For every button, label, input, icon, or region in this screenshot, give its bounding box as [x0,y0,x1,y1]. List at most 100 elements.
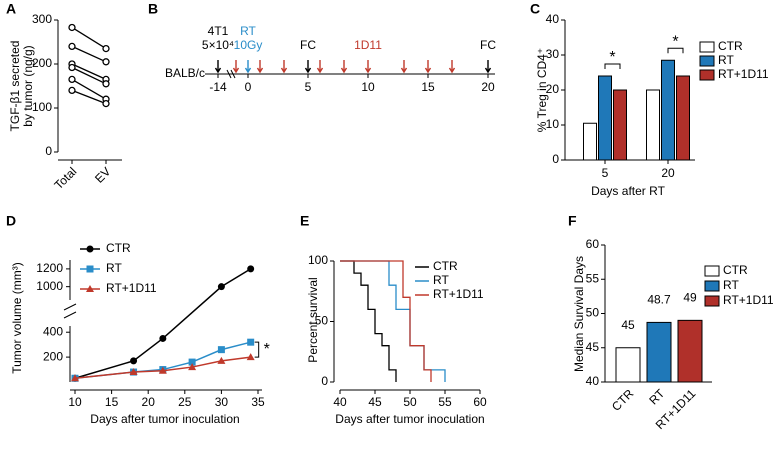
marker [247,265,255,273]
pair-line [71,78,107,100]
event-label: RT [240,24,256,38]
legend-label: CTR [718,39,743,53]
x-axis-label: Days after tumor inoculation [90,412,239,426]
survival-curve [340,260,432,382]
event-arrow [256,60,264,74]
point [102,99,110,108]
axis-break [63,303,77,311]
marker [86,285,94,292]
timeline-tick-label: 5 [305,80,312,94]
event-arrow [364,60,372,74]
y-tick-label: 200 [43,349,63,363]
value-label: 45 [621,318,635,332]
significance: * [264,341,270,358]
x-tick-label: 50 [403,395,417,409]
x-tick-label: 45 [368,395,382,409]
marker [217,283,225,291]
y-tick-label: 100 [308,253,328,267]
legend-swatch [704,265,720,277]
x-tick-label: EV [92,164,113,185]
y-tick-label: 0 [552,152,559,166]
survival-curve [340,260,446,382]
y-tick-label: 50 [315,314,329,328]
legend-label: RT [723,278,739,292]
legend-swatch [704,280,720,292]
marker [129,368,138,376]
timeline-tick-label: 15 [421,80,435,94]
panel-letter: C [530,1,540,17]
bar [615,347,641,383]
value-label: 48.7 [647,293,671,307]
point [102,80,110,88]
legend-swatch [699,69,715,81]
point [68,23,76,32]
pair-line [71,26,107,50]
event-arrow [244,60,252,74]
bar [676,75,690,161]
x-tick-label: 35 [251,395,265,409]
point [68,42,76,51]
panel-letter: F [568,213,577,229]
value-label: 49 [683,291,697,305]
significance: * [672,33,678,50]
event-arrow [214,60,222,74]
marker [188,363,197,371]
significance-bracket [604,63,621,69]
pair-line [71,63,107,80]
legend-label: RT [718,53,734,67]
bar [646,89,660,161]
x-axis-label: Days after tumor inoculation [335,412,484,426]
marker [86,265,94,273]
marker [158,366,167,374]
marker [86,245,94,253]
y-tick-label: 0 [321,374,328,388]
y-tick-label: 1200 [36,261,63,275]
x-tick-label: Total [52,164,80,192]
panel-letter: A [6,1,16,17]
timeline-tick-label: -14 [209,80,227,94]
event-arrow [316,60,324,74]
marker [188,358,196,366]
y-axis-label: Median Survival Days [572,256,586,372]
point [68,75,76,84]
event-arrow [340,60,348,74]
event-arrow [400,60,408,74]
point [102,58,110,66]
legend-swatch [699,55,715,67]
y-axis-label: % Treg in CD4⁺ [535,48,549,132]
event-label: 5×10⁴ [202,38,234,52]
panel-letter: B [148,1,158,17]
marker [217,346,225,354]
y-tick-label: 50 [586,306,600,320]
event-label: FC [300,38,316,52]
timeline-tick-label: 10 [361,80,375,94]
x-tick-label: 30 [215,395,229,409]
y-tick-label: 45 [586,340,600,354]
y-tick-label: 100 [32,100,52,114]
legend-label: RT+1D11 [433,287,484,301]
event-arrow [484,60,492,74]
y-tick-label: 40 [586,374,600,388]
x-tick-label: 10 [68,395,82,409]
legend-label: RT+1D11 [718,67,769,81]
marker [246,353,255,361]
legend-label: RT [433,273,449,287]
y-tick-label: 1000 [36,279,63,293]
y-tick-label: 30 [546,47,560,61]
x-tick-label: 60 [473,395,487,409]
event-label: 1D11 [354,38,382,52]
marker [217,356,226,364]
y-tick-label: 60 [586,237,600,251]
x-axis-label: Days after RT [591,184,665,198]
x-tick-label: 40 [333,395,347,409]
axis-break [63,311,77,319]
event-arrow [448,60,456,74]
legend-label: RT+1D11 [106,281,157,295]
y-tick-label: 200 [32,56,52,70]
legend-label: RT+1D11 [723,293,774,307]
event-label: 4T1 [208,24,229,38]
y-tick-label: 300 [32,12,52,26]
y-axis-label: TGF-β1 secreted [8,41,22,132]
y-tick-label: 400 [43,324,63,338]
bar [661,59,675,161]
